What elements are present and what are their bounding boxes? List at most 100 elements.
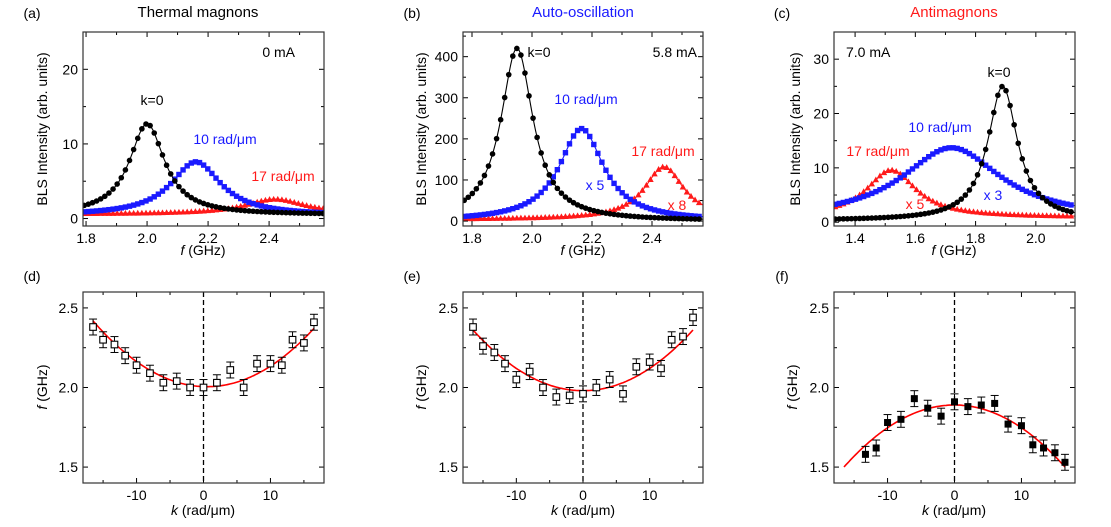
data-point — [188, 194, 195, 201]
data-point — [176, 183, 182, 190]
data-point — [1060, 453, 1069, 471]
data-point — [623, 212, 629, 219]
y-axis-label: f (GHz) — [413, 364, 429, 409]
data-point — [179, 208, 187, 215]
marker — [226, 366, 235, 374]
data-point — [1011, 121, 1017, 128]
data-point — [135, 201, 141, 207]
annotation: 5.8 mA — [653, 44, 698, 60]
data-point — [688, 216, 694, 222]
data-point — [1031, 212, 1038, 218]
x-tick-label: 0 — [579, 487, 587, 503]
data-point — [651, 214, 658, 221]
annotation: 17 rad/μm — [846, 143, 909, 159]
data-point — [1023, 168, 1030, 174]
marker — [937, 412, 945, 420]
data-point — [270, 209, 277, 216]
data-point — [619, 212, 625, 219]
marker — [501, 359, 509, 368]
data-point — [856, 195, 863, 201]
data-point — [680, 212, 686, 218]
panel-d: (d) -10 0 10 1.5 2.0 2.5 k (rad/μm) f (GHz) — [23, 268, 325, 518]
data-point — [286, 197, 294, 204]
data-point — [1048, 197, 1054, 203]
data-point — [183, 208, 191, 215]
marker — [552, 393, 561, 401]
data-point — [93, 208, 100, 214]
data-point — [199, 379, 208, 396]
marker — [924, 404, 932, 412]
panel-label: (b) — [403, 5, 420, 21]
data-point — [270, 195, 277, 202]
data-point — [627, 213, 634, 219]
y-tick-label: 0 — [450, 213, 458, 229]
data-point — [998, 210, 1006, 217]
data-point — [917, 189, 924, 196]
marker — [469, 323, 477, 331]
y-axis-label: BLS Intensity (arb. units) — [787, 52, 803, 205]
data-point — [631, 199, 637, 205]
plot-area — [89, 292, 318, 483]
data-point — [485, 211, 492, 217]
data-point — [493, 135, 500, 142]
data-point — [861, 445, 870, 463]
data-point — [226, 361, 235, 379]
y-tick-label: 100 — [435, 172, 459, 188]
data-point — [1027, 190, 1034, 196]
y-axis-label: f (GHz) — [34, 364, 50, 409]
plot-area — [834, 83, 1075, 222]
data-point — [852, 196, 859, 202]
data-point — [114, 181, 120, 187]
data-point — [913, 186, 920, 193]
panel-title: Antimagnons — [910, 4, 998, 21]
y-tick-label: 300 — [435, 90, 459, 106]
x-tick-label: 1.8 — [462, 230, 482, 246]
data-point — [175, 208, 183, 215]
data-point — [834, 201, 838, 207]
data-point — [933, 199, 941, 206]
data-point — [233, 193, 240, 199]
data-point — [639, 187, 646, 193]
data-point — [134, 135, 141, 142]
data-point — [110, 336, 119, 353]
data-point — [680, 215, 686, 222]
data-point — [122, 167, 129, 173]
data-point — [647, 206, 654, 212]
data-point — [921, 192, 928, 199]
data-point — [623, 201, 630, 207]
data-point — [901, 213, 908, 219]
data-point — [89, 318, 98, 336]
data-point — [287, 210, 293, 216]
data-point — [299, 210, 306, 216]
data-point — [159, 188, 166, 194]
data-point — [692, 216, 698, 222]
data-point — [923, 399, 932, 417]
data-point — [852, 215, 859, 222]
data-point — [880, 169, 888, 176]
data-point — [130, 202, 137, 208]
data-point — [655, 166, 662, 172]
data-point — [151, 209, 158, 216]
data-point — [278, 196, 286, 203]
marker — [605, 375, 614, 384]
data-point — [163, 209, 170, 216]
data-point — [696, 216, 702, 222]
data-point — [213, 175, 219, 181]
data-point — [101, 210, 109, 216]
data-point — [893, 214, 900, 220]
data-point — [212, 374, 221, 392]
marker — [172, 377, 181, 385]
data-point — [509, 214, 516, 221]
data-point — [663, 215, 670, 221]
annotation: x 5 — [586, 177, 605, 193]
data-point — [966, 150, 973, 157]
data-point — [497, 215, 504, 221]
data-point — [168, 180, 174, 187]
data-point — [679, 183, 687, 190]
annotation: k=0 — [528, 44, 551, 60]
data-point — [167, 209, 174, 215]
data-point — [982, 209, 989, 216]
data-point — [134, 209, 141, 216]
y-tick-label: 30 — [813, 51, 829, 67]
